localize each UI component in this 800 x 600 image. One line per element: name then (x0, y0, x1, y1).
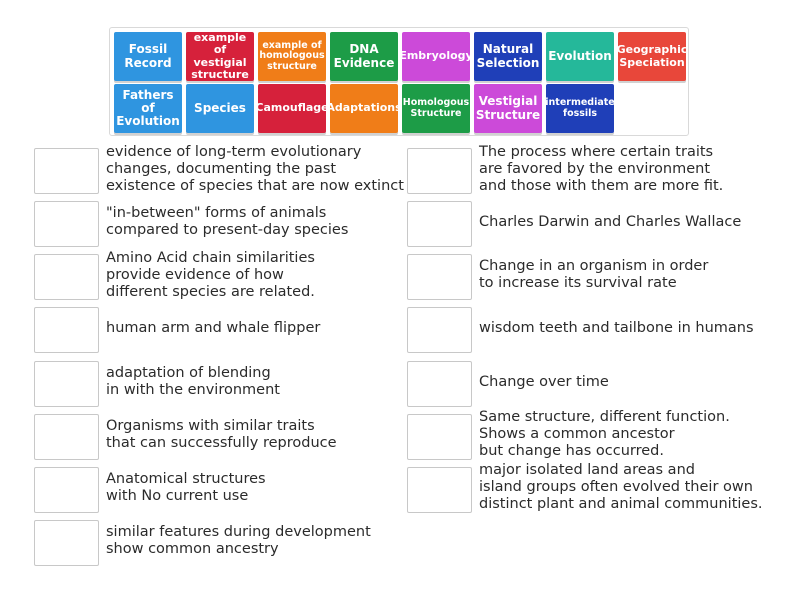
tile-bank: Fossil Record example of vestigial struc… (109, 27, 689, 136)
clue-text: evidence of long-term evolutionary chang… (106, 144, 404, 194)
clue-text: Same structure, different function. Show… (479, 409, 730, 459)
clue-text: wisdom teeth and tailbone in humans (479, 320, 754, 336)
drop-slot[interactable] (34, 414, 99, 460)
clue-text: human arm and whale flipper (106, 320, 321, 336)
drop-slot[interactable] (407, 307, 472, 353)
tile-intermediate-fossils[interactable]: intermediate fossils (545, 84, 615, 133)
clue-text: adaptation of blending in with the envir… (106, 365, 280, 398)
drop-slot[interactable] (34, 467, 99, 513)
tile-dna-evidence[interactable]: DNA Evidence (330, 32, 398, 81)
tile-embryology[interactable]: Embryology (399, 32, 473, 81)
tile-homologous-structure[interactable]: Homologous Structure (402, 84, 470, 133)
drop-slot[interactable] (407, 254, 472, 300)
tile-vestigial-structure[interactable]: Vestigial Structure (474, 84, 542, 133)
drop-slot[interactable] (407, 201, 472, 247)
drop-slot[interactable] (34, 148, 99, 194)
tile-species[interactable]: Species (186, 84, 254, 133)
clue-text: Organisms with similar traits that can s… (106, 418, 337, 451)
clue-text: Anatomical structures with No current us… (106, 471, 266, 504)
tile-fossil-record[interactable]: Fossil Record (114, 32, 182, 81)
tile-natural-selection[interactable]: Natural Selection (474, 32, 542, 81)
clue-text: Change over time (479, 374, 609, 390)
drop-slot[interactable] (34, 254, 99, 300)
tile-evolution[interactable]: Evolution (546, 32, 614, 81)
drop-slot[interactable] (407, 148, 472, 194)
clue-text: Amino Acid chain similarities provide ev… (106, 250, 315, 300)
clue-text: Charles Darwin and Charles Wallace (479, 214, 742, 230)
tile-fathers-of-evolution[interactable]: Fathers of Evolution (114, 84, 182, 133)
drop-slot[interactable] (407, 361, 472, 407)
tile-adaptations[interactable]: Adaptations (326, 84, 402, 133)
clue-text: similar features during development show… (106, 524, 371, 557)
tile-example-of-homologous-structure[interactable]: example of homologous structure (258, 32, 326, 81)
clue-text: "in-between" forms of animals compared t… (106, 205, 349, 238)
clue-text: major isolated land areas and island gro… (479, 462, 763, 512)
tile-geographic-speciation[interactable]: Geographic Speciation (617, 32, 687, 81)
drop-slot[interactable] (34, 361, 99, 407)
clue-text: The process where certain traits are fav… (479, 144, 724, 194)
drop-slot[interactable] (34, 201, 99, 247)
drop-slot[interactable] (407, 467, 472, 513)
tile-camouflage[interactable]: Camouflage (255, 84, 329, 133)
drop-slot[interactable] (407, 414, 472, 460)
drop-slot[interactable] (34, 307, 99, 353)
clue-text: Change in an organism in order to increa… (479, 258, 709, 291)
drop-slot[interactable] (34, 520, 99, 566)
tile-example-of-vestigial-structure[interactable]: example of vestigial structure (186, 32, 254, 81)
